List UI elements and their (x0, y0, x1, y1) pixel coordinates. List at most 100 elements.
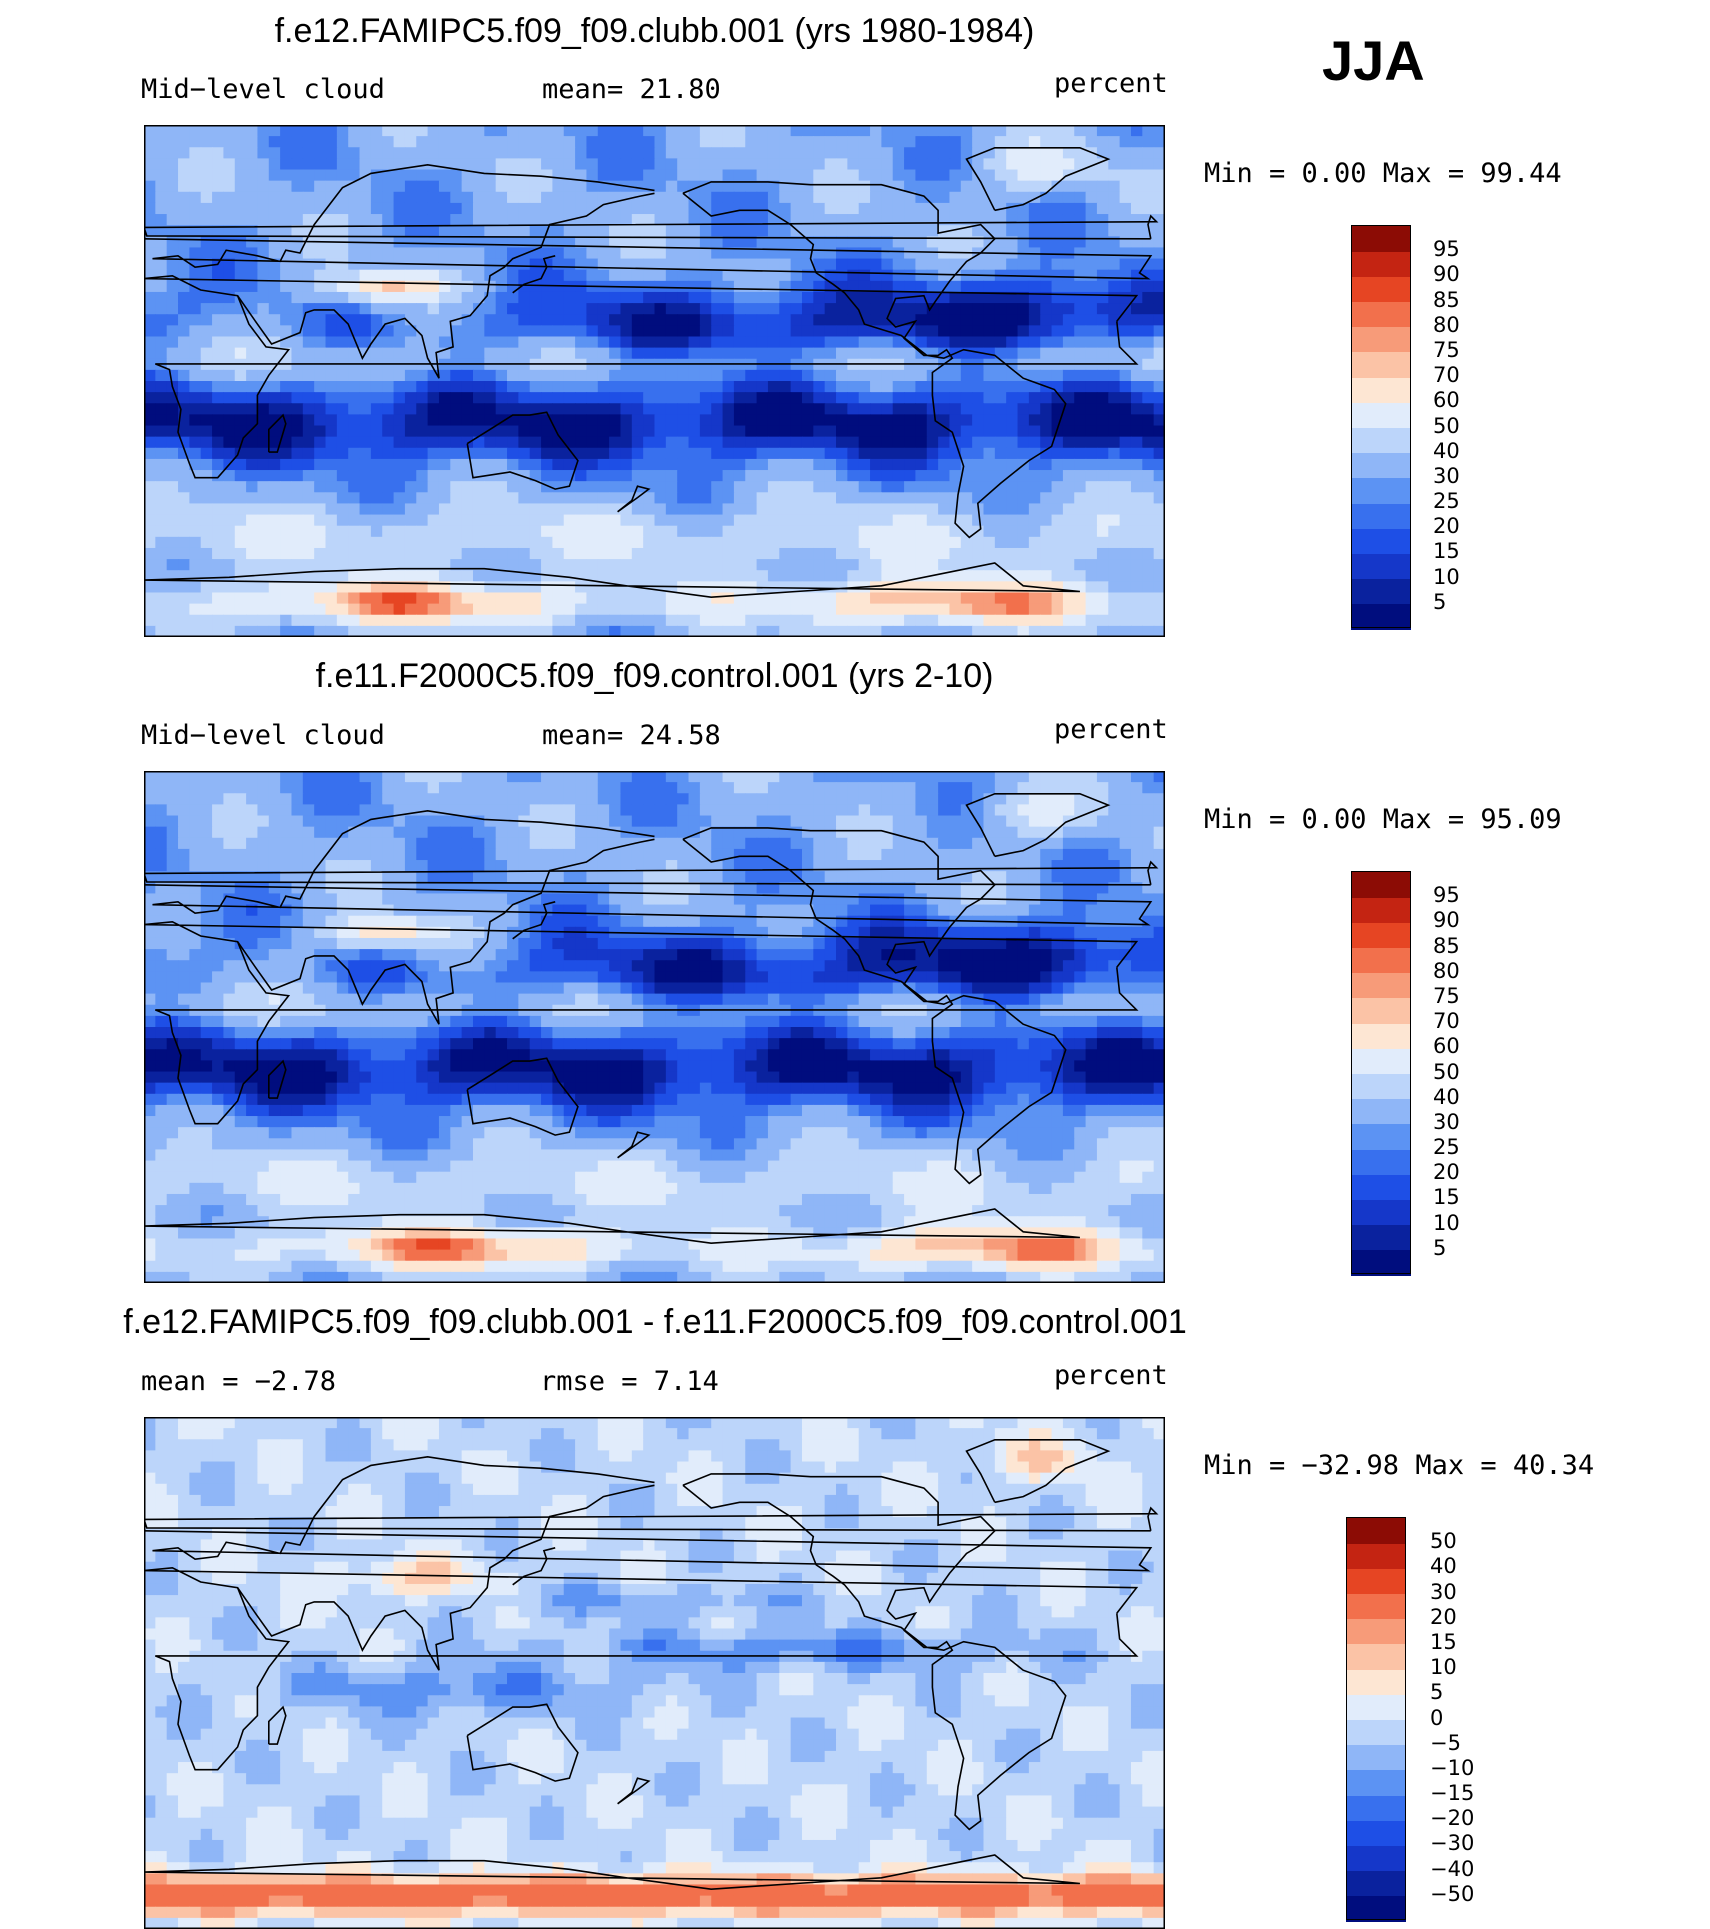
colorbar-tick-label: 80 (1433, 958, 1460, 983)
season-label: JJA (1322, 29, 1425, 92)
colorbar-tick-label: 90 (1433, 908, 1460, 933)
colorbar-tick-label: 60 (1433, 1034, 1460, 1059)
panel-2-title: f.e11.F2000C5.f09_f09.control.001 (yrs 2… (315, 657, 994, 695)
colorbar-tick-label: −15 (1430, 1781, 1475, 1806)
colorbar-tick-label: 20 (1433, 514, 1460, 539)
colorbar-tick-label: 20 (1430, 1604, 1457, 1629)
coastline (144, 214, 1159, 240)
coastline (466, 1057, 579, 1136)
coastline (512, 901, 556, 940)
colorbar-tick-label: 50 (1433, 413, 1460, 438)
colorbar-tick-label: 50 (1433, 1059, 1460, 1084)
panel-3-rmse-label: rmse = 7.14 (540, 1366, 719, 1397)
coastline (512, 1547, 556, 1586)
colorbar-tick-label: −30 (1430, 1831, 1475, 1856)
panel-3-map (144, 1417, 1165, 1929)
colorbar-segment (1351, 225, 1411, 252)
coastline (682, 1473, 1067, 1831)
colorbar-segment (1346, 1894, 1406, 1922)
colorbar-tick-label: 0 (1430, 1705, 1444, 1730)
coastline (512, 255, 556, 294)
panel-3-colorbar: −50 −40 −30 −20 −15 −10 −5 0 5 10 15 20 30 40 50 (1346, 1517, 1474, 1922)
coastline (144, 1566, 1139, 1771)
panel-1-title: f.e12.FAMIPC5.f09_f09.clubb.001 (yrs 198… (274, 12, 1035, 50)
colorbar-tick-label: 40 (1430, 1554, 1457, 1579)
colorbar-tick-label: 10 (1433, 1210, 1460, 1235)
colorbar-tick-label: 40 (1433, 438, 1460, 463)
colorbar-tick-label: 75 (1433, 983, 1460, 1008)
colorbar-tick-label: 40 (1433, 1084, 1460, 1109)
colorbar-segment (1351, 577, 1411, 605)
panel-1-minmax-label: Min = 0.00 Max = 99.44 (1204, 158, 1562, 189)
coastline (965, 146, 1111, 212)
colorbar-segment (1346, 1517, 1406, 1544)
colorbar-segment (1351, 451, 1411, 479)
coastline (268, 1705, 287, 1745)
colorbar-segment (1351, 401, 1411, 428)
colorbar-tick-label: 50 (1430, 1529, 1457, 1554)
colorbar-tick-label: 80 (1433, 312, 1460, 337)
colorbar-tick-label: 30 (1433, 1109, 1460, 1134)
colorbar-tick-label: −20 (1430, 1806, 1475, 1831)
colorbar-segment (1351, 602, 1411, 630)
coastline (466, 1703, 579, 1782)
coastline (466, 411, 579, 490)
coastline (236, 192, 655, 379)
coastline (144, 562, 1080, 599)
colorbar-tick-label: 30 (1433, 463, 1460, 488)
colorbar-tick-label: 85 (1433, 933, 1460, 958)
colorbar-tick-label: 90 (1433, 262, 1460, 287)
coastline (144, 860, 1159, 886)
coastline (144, 920, 1139, 1125)
colorbar-segment (1346, 1592, 1406, 1620)
coastline (682, 827, 1067, 1185)
panel-2-map (144, 771, 1165, 1283)
colorbar-tick-label: 5 (1433, 589, 1447, 614)
colorbar-tick-label: −40 (1430, 1856, 1475, 1881)
colorbar-tick-label: −10 (1430, 1755, 1475, 1780)
colorbar-segment (1346, 1768, 1406, 1796)
panel-1-units-label: percent (1054, 68, 1168, 99)
colorbar-tick-label: 25 (1433, 1135, 1460, 1160)
coastline (965, 1438, 1111, 1504)
colorbar-tick-label: 95 (1433, 883, 1460, 908)
colorbar-tick-label: 75 (1433, 337, 1460, 362)
coastline (144, 1208, 1080, 1245)
colorbar-segment (1346, 1567, 1406, 1595)
colorbar-segment (1351, 250, 1411, 277)
colorbar-segment (1346, 1844, 1406, 1872)
panel-3-minmax-label: Min = −32.98 Max = 40.34 (1204, 1450, 1595, 1481)
panel-1-mean-label: mean= 21.80 (542, 74, 721, 105)
panel-2-colorbar: 5 10 15 20 25 30 40 50 60 70 75 80 85 90 95 (1351, 871, 1460, 1276)
coastline (617, 485, 651, 513)
coastline (236, 838, 655, 1025)
panel-3-units-label: percent (1054, 1360, 1168, 1391)
coastline (617, 1777, 651, 1805)
coastline (268, 413, 287, 453)
colorbar-tick-label: 25 (1433, 489, 1460, 514)
panel-3-title: f.e12.FAMIPC5.f09_f09.clubb.001 - f.e11.… (123, 1303, 1187, 1341)
coastline (144, 1506, 1159, 1532)
panel-1-map (144, 125, 1165, 637)
colorbar-tick-label: 5 (1433, 1235, 1447, 1260)
panel-2-variable-label: Mid−level cloud (141, 720, 385, 751)
colorbar-tick-label: 85 (1433, 287, 1460, 312)
colorbar-tick-label: −50 (1430, 1881, 1475, 1906)
coastline (236, 1484, 655, 1671)
colorbar-tick-label: 30 (1430, 1579, 1457, 1604)
colorbar-tick-label: 95 (1433, 237, 1460, 262)
colorbar-tick-label: 70 (1433, 1009, 1460, 1034)
coastline (144, 1854, 1080, 1891)
coastline (144, 274, 1139, 479)
coastline (682, 181, 1067, 539)
colorbar-segment (1346, 1794, 1406, 1821)
coastline (268, 1059, 287, 1099)
colorbar-tick-label: 5 (1430, 1680, 1444, 1705)
panel-2-minmax-label: Min = 0.00 Max = 95.09 (1204, 804, 1562, 835)
colorbar-segment (1351, 971, 1411, 999)
colorbar-tick-label: 60 (1433, 388, 1460, 413)
colorbar-tick-label: 15 (1433, 539, 1460, 564)
colorbar-tick-label: −5 (1430, 1730, 1461, 1755)
colorbar-segment (1351, 1148, 1411, 1175)
colorbar-tick-label: 70 (1433, 363, 1460, 388)
